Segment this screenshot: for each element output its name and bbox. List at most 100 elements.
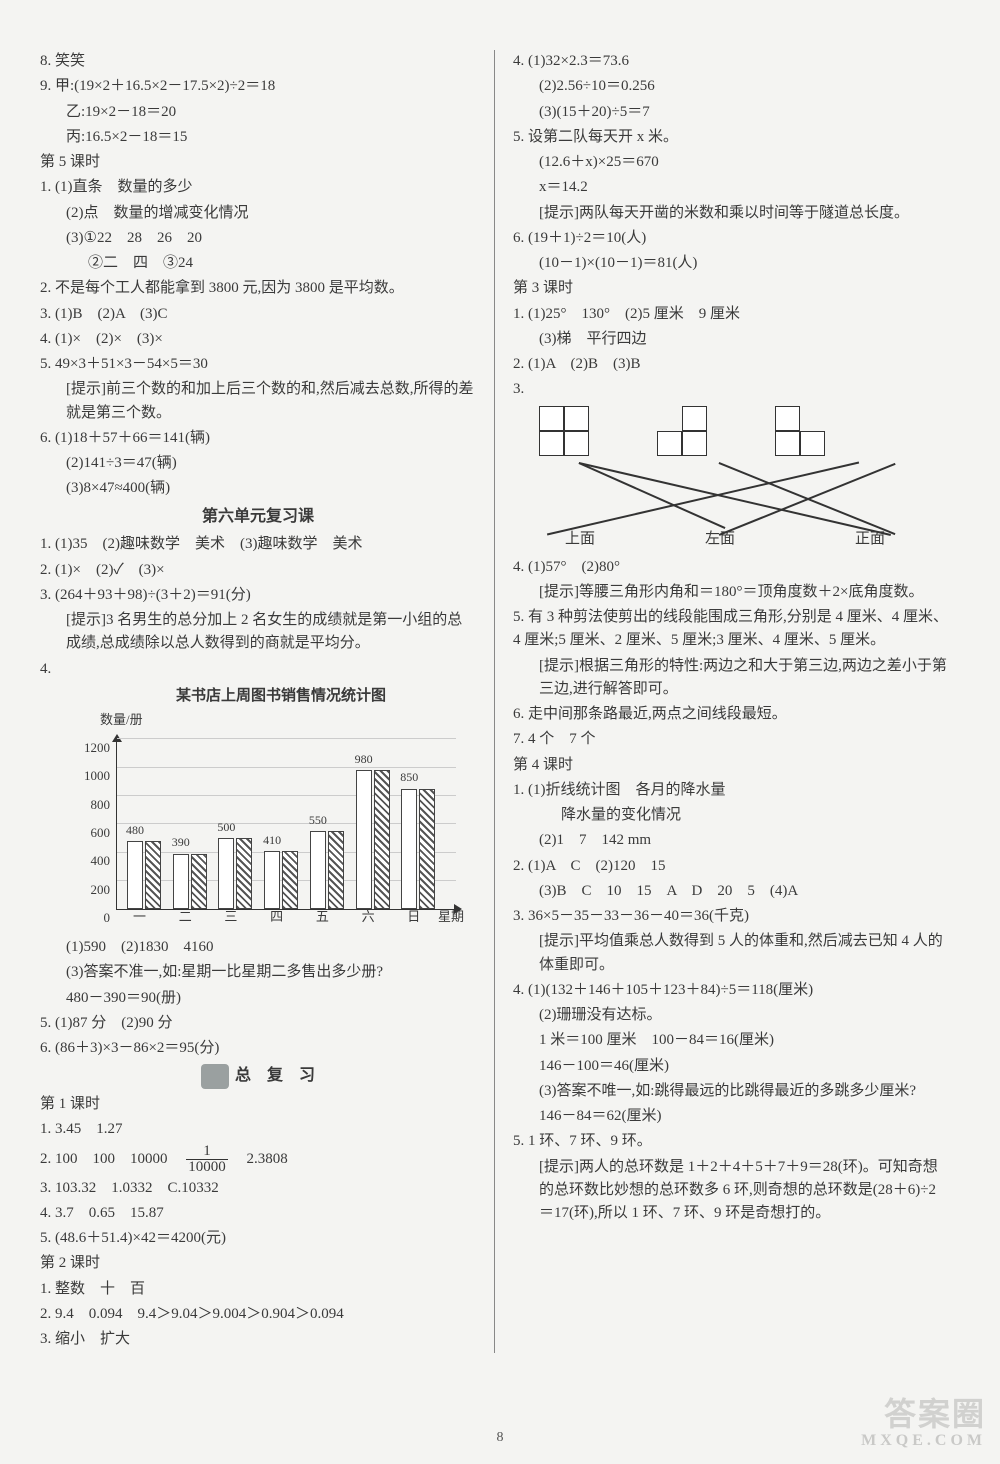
rev3-q6: 6. 走中间那条路最近,两点之间线段最短。 [513, 703, 949, 726]
view-label-front: 正面 [855, 528, 885, 551]
match-line [547, 462, 859, 535]
rev4-q5b: [提示]两人的总环数是 1＋2＋4＋5＋7＋9＝28(环)。可知奇想的总环数比妙… [513, 1156, 949, 1226]
fraction: 1 10000 [186, 1144, 228, 1175]
bar-series-b [328, 831, 344, 909]
shape-2 [657, 406, 737, 460]
item-9-jiǎ: 9. 甲:(19×2＋16.5×2－17.5×2)÷2＝18 [40, 75, 476, 98]
u6-q1: 1. (1)35 (2)趣味数学 美术 (3)趣味数学 美术 [40, 533, 476, 556]
item-9-yi: 乙:19×2－18＝20 [40, 101, 476, 124]
u6-q2: 2. (1)× (2)✓ (3)× [40, 559, 476, 582]
chart-ytick: 400 [91, 851, 111, 871]
rev3-q5a: 5. 有 3 种剪法使剪出的线段能围成三角形,分别是 4 厘米、4 厘米、4 厘… [513, 606, 949, 653]
rev4-q3b: [提示]平均值乘总人数得到 5 人的体重和,然后减去已知 4 人的体重即可。 [513, 930, 949, 977]
bar-value-label: 390 [163, 833, 199, 852]
bar-series-a [264, 851, 280, 909]
rev1-q2a: 2. 100 100 10000 [40, 1151, 183, 1167]
rev4-q1c: (2)1 7 142 mm [513, 829, 949, 852]
general-review-title: 总 复 习 [40, 1064, 476, 1089]
r-q5d: [提示]两队每天开凿的米数和乘以时间等于隧道总长度。 [513, 202, 949, 225]
bar-series-b [236, 838, 252, 909]
bar-value-label: 850 [391, 768, 427, 787]
match-line [579, 462, 726, 528]
bar-value-label: 480 [117, 821, 153, 840]
chart-ytick: 800 [91, 795, 111, 815]
rev3-q3-label: 3. [513, 378, 949, 401]
chart-xtick: 五 [316, 907, 329, 927]
shape-3 [775, 406, 855, 460]
bar-value-label: 500 [208, 818, 244, 837]
l5-q3: 3. (1)B (2)A (3)C [40, 303, 476, 326]
shape-cell [564, 406, 589, 431]
l5-q4: 4. (1)× (2)× (3)× [40, 328, 476, 351]
rev1-q4: 4. 3.7 0.65 15.87 [40, 1202, 476, 1225]
u6-q5: 5. (1)87 分 (2)90 分 [40, 1012, 476, 1035]
rev1-q3: 3. 103.32 1.0332 C.10332 [40, 1177, 476, 1200]
chart-xtick: 四 [270, 907, 283, 927]
rev3-q7: 7. 4 个 7 个 [513, 728, 949, 751]
rev4-q2b: (3)B C 10 15 A D 20 5 (4)A [513, 880, 949, 903]
shape-cell [775, 431, 800, 456]
u6-q4b: (1)590 (2)1830 4160 [40, 936, 476, 959]
u6-q4: 4. [40, 658, 476, 681]
rev4-heading: 第 4 课时 [513, 754, 949, 777]
rev3-q1a: 1. (1)25° 130° (2)5 厘米 9 厘米 [513, 303, 949, 326]
shape-1 [539, 406, 619, 460]
chart-plot-area: 480390500410550980850 一二三四五六日 星期 [116, 740, 456, 910]
shape-cell [564, 431, 589, 456]
rev4-q3a: 3. 36×5－35－33－36－40＝36(千克) [513, 905, 949, 928]
item-8: 8. 笑笑 [40, 50, 476, 73]
view-label-left: 左面 [705, 528, 735, 551]
rev1-q2: 2. 100 100 10000 1 10000 2.3808 [40, 1144, 476, 1175]
shape-cell [682, 431, 707, 456]
shape-cell [775, 406, 800, 431]
chart-ytick: 200 [91, 880, 111, 900]
r-q6a: 6. (19＋1)÷2＝10(人) [513, 227, 949, 250]
chart-xtick: 六 [362, 907, 375, 927]
rev3-q4a: 4. (1)57° (2)80° [513, 556, 949, 579]
l5-q5b: [提示]前三个数的和加上后三个数的和,然后减去总数,所得的差就是第三个数。 [40, 378, 476, 425]
bar-series-a [310, 831, 326, 909]
bar-series-b [191, 854, 207, 909]
watermark: 答案圈 MXQE.COM [861, 1397, 986, 1450]
chart-x-axis-label: 星期 [438, 907, 464, 927]
chart-ytick: 0 [104, 908, 111, 928]
rev3-q2: 2. (1)A (2)B (3)B [513, 353, 949, 376]
page: 8. 笑笑 9. 甲:(19×2＋16.5×2－17.5×2)÷2＝18 乙:1… [0, 0, 1000, 1464]
chart-ytick: 600 [91, 823, 111, 843]
shape-cell [539, 406, 564, 431]
l5-q6c: (3)8×47≈400(辆) [40, 477, 476, 500]
l5-q1b: (2)点 数量的增减变化情况 [40, 202, 476, 225]
bar-series-a [401, 789, 417, 909]
r-q4b: (2)2.56÷10＝0.256 [513, 75, 949, 98]
r-q6b: (10－1)×(10－1)＝81(人) [513, 252, 949, 275]
bar-series-b [282, 851, 298, 909]
rev2-q2: 2. 9.4 0.094 9.4＞9.04＞9.004＞0.904＞0.094 [40, 1303, 476, 1326]
rev3-q1b: (3)梯 平行四边 [513, 328, 949, 351]
rev4-q2a: 2. (1)A C (2)120 15 [513, 855, 949, 878]
column-divider [494, 50, 495, 1353]
rev1-heading: 第 1 课时 [40, 1093, 476, 1116]
review-title-decoration [201, 1064, 229, 1089]
fraction-denominator: 10000 [186, 1160, 228, 1175]
u6-q3b: [提示]3 名男生的总分加上 2 名女生的成绩就是第一小组的总成绩,总成绩除以总… [40, 609, 476, 656]
chart-ytick: 1200 [84, 738, 110, 758]
bar-series-a [173, 854, 189, 909]
bar-series-b [145, 841, 161, 909]
matching-diagram: 上面 左面 正面 [539, 462, 949, 552]
r-q4c: (3)(15＋20)÷5＝7 [513, 101, 949, 124]
two-column-layout: 8. 笑笑 9. 甲:(19×2＋16.5×2－17.5×2)÷2＝18 乙:1… [40, 50, 960, 1353]
fraction-numerator: 1 [186, 1144, 228, 1160]
bar-chart: 020040060080010001200 480390500410550980… [66, 730, 466, 930]
shape-cell [800, 431, 825, 456]
chart-xtick: 日 [407, 907, 420, 927]
page-number: 8 [0, 1430, 1000, 1446]
rev2-q3: 3. 缩小 扩大 [40, 1328, 476, 1351]
lesson5-heading: 第 5 课时 [40, 151, 476, 174]
chart-xtick: 三 [224, 907, 237, 927]
l5-q1a: 1. (1)直条 数量的多少 [40, 176, 476, 199]
item-9-bing: 丙:16.5×2－18＝15 [40, 126, 476, 149]
r-q5b: (12.6＋x)×25＝670 [513, 151, 949, 174]
bar-series-a [127, 841, 143, 909]
l5-q6b: (2)141÷3＝47(辆) [40, 452, 476, 475]
watermark-sub: MXQE.COM [861, 1432, 986, 1450]
